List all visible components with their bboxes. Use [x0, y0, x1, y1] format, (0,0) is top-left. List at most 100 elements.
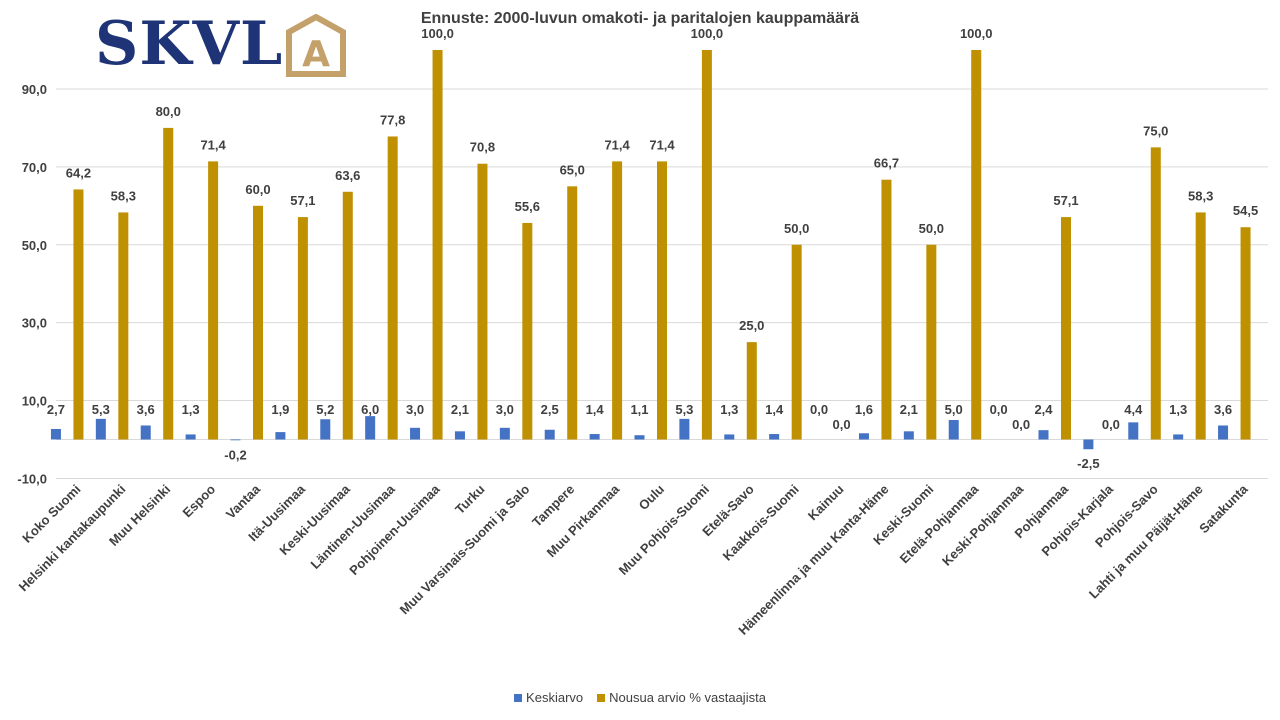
- x-tick-label: Muu Pohjois-Suomi: [616, 482, 712, 578]
- bar-keskiarvo: [50, 428, 61, 440]
- data-label-nousua: 50,0: [919, 221, 944, 236]
- data-label-nousua: 100,0: [691, 26, 724, 41]
- bar-nousua: [791, 244, 802, 440]
- data-label-nousua: 60,0: [245, 182, 270, 197]
- bar-keskiarvo: [230, 439, 241, 441]
- data-label-keskiarvo: 3,0: [406, 402, 424, 417]
- data-label-nousua: 63,6: [335, 168, 360, 183]
- bar-keskiarvo: [769, 434, 780, 440]
- data-label-nousua: 54,5: [1233, 203, 1258, 218]
- data-label-keskiarvo: 2,4: [1034, 402, 1053, 417]
- x-tick-label: Vantaa: [223, 481, 264, 522]
- bar-nousua: [1061, 217, 1071, 440]
- data-label-nousua: 58,3: [1188, 188, 1213, 203]
- bar-keskiarvo: [410, 427, 421, 440]
- y-tick-label: 90,0: [22, 82, 47, 97]
- data-label-nousua: 71,4: [649, 137, 675, 152]
- legend-item-nousua: Nousua arvio % vastaajista: [597, 690, 766, 705]
- data-label-nousua: 75,0: [1143, 123, 1168, 138]
- logo-mark-letter: A: [302, 34, 330, 75]
- bar-nousua: [297, 217, 308, 440]
- data-label-nousua: 100,0: [421, 26, 454, 41]
- data-label-keskiarvo: 3,6: [1214, 402, 1232, 417]
- bar-nousua: [1150, 147, 1161, 440]
- data-label-keskiarvo: 1,4: [586, 402, 605, 417]
- data-label-nousua: 57,1: [290, 193, 315, 208]
- bar-keskiarvo: [454, 431, 465, 440]
- legend-label-nousua: Nousua arvio % vastaajista: [609, 690, 766, 705]
- bar-keskiarvo: [320, 419, 331, 440]
- data-label-nousua: 55,6: [515, 199, 540, 214]
- bar-keskiarvo: [634, 435, 645, 440]
- bar-keskiarvo: [1218, 425, 1229, 440]
- data-label-nousua: 25,0: [739, 318, 764, 333]
- data-label-keskiarvo: 0,0: [810, 402, 828, 417]
- y-tick-label: -10,0: [17, 471, 47, 486]
- legend-item-keskiarvo: Keskiarvo: [514, 690, 583, 705]
- y-tick-label: 10,0: [22, 394, 47, 409]
- bar-nousua: [567, 186, 578, 440]
- data-label-keskiarvo: 6,0: [361, 402, 379, 417]
- bar-nousua: [612, 161, 623, 440]
- bar-nousua: [387, 136, 398, 440]
- bar-keskiarvo: [185, 434, 196, 440]
- data-label-keskiarvo: 1,3: [1169, 402, 1187, 417]
- bar-nousua: [73, 189, 84, 440]
- data-label-keskiarvo: 3,0: [496, 402, 514, 417]
- x-tick-label: Oulu: [636, 481, 668, 513]
- bar-nousua: [881, 179, 892, 440]
- bar-keskiarvo: [544, 429, 555, 440]
- data-label-keskiarvo: 1,4: [765, 402, 784, 417]
- bar-nousua: [477, 163, 488, 440]
- data-label-keskiarvo: -2,5: [1077, 456, 1099, 471]
- bar-keskiarvo: [275, 432, 286, 440]
- x-tick-label: Kaakkois-Suomi: [720, 482, 802, 564]
- data-label-keskiarvo: 5,3: [92, 402, 110, 417]
- data-label-keskiarvo: 4,4: [1124, 402, 1143, 417]
- data-label-nousua: 77,8: [380, 112, 405, 127]
- data-label-nousua: 71,4: [604, 137, 630, 152]
- bar-keskiarvo: [1083, 439, 1094, 450]
- bar-nousua: [1195, 212, 1206, 440]
- bar-keskiarvo: [1038, 430, 1049, 440]
- logo-text: SKVL: [95, 9, 284, 79]
- data-label-keskiarvo: 5,3: [675, 402, 693, 417]
- data-label-keskiarvo: 5,0: [945, 402, 963, 417]
- data-label-keskiarvo: 5,2: [316, 402, 334, 417]
- x-tick-label: Espoo: [180, 481, 219, 520]
- x-tick-label: Läntinen-Uusimaa: [307, 481, 398, 572]
- bar-keskiarvo: [365, 416, 376, 440]
- data-label-nousua: 65,0: [560, 162, 585, 177]
- data-label-nousua: 0,0: [1012, 417, 1030, 432]
- x-tick-label: Pohjoinen-Uusimaa: [346, 481, 443, 578]
- data-label-nousua: 66,7: [874, 156, 899, 171]
- data-label-keskiarvo: 2,1: [900, 402, 918, 417]
- data-label-nousua: 70,8: [470, 140, 495, 155]
- data-label-keskiarvo: 3,6: [137, 402, 155, 417]
- bar-nousua: [208, 161, 219, 440]
- data-label-nousua: 71,4: [200, 137, 226, 152]
- bar-keskiarvo: [858, 433, 869, 440]
- bar-nousua: [657, 161, 667, 440]
- bar-nousua: [746, 342, 757, 440]
- x-tick-label: Kainuu: [805, 481, 847, 523]
- bar-keskiarvo: [140, 425, 151, 440]
- bar-keskiarvo: [499, 427, 510, 440]
- bar-keskiarvo: [903, 431, 914, 440]
- y-tick-label: 50,0: [22, 238, 47, 253]
- bar-nousua: [118, 212, 129, 440]
- data-label-nousua: 50,0: [784, 221, 809, 236]
- bar-keskiarvo: [589, 434, 600, 440]
- data-label-keskiarvo: 1,3: [720, 402, 738, 417]
- bar-keskiarvo: [679, 418, 690, 440]
- bar-nousua: [253, 205, 263, 440]
- data-label-nousua: 0,0: [1102, 417, 1120, 432]
- data-label-keskiarvo: 2,1: [451, 402, 469, 417]
- bar-nousua: [342, 191, 353, 440]
- bar-nousua: [163, 127, 174, 440]
- bar-keskiarvo: [95, 418, 106, 440]
- data-label-keskiarvo: 0,0: [990, 402, 1008, 417]
- data-label-nousua: 0,0: [833, 417, 851, 432]
- bar-nousua: [701, 50, 712, 440]
- bar-keskiarvo: [724, 434, 735, 440]
